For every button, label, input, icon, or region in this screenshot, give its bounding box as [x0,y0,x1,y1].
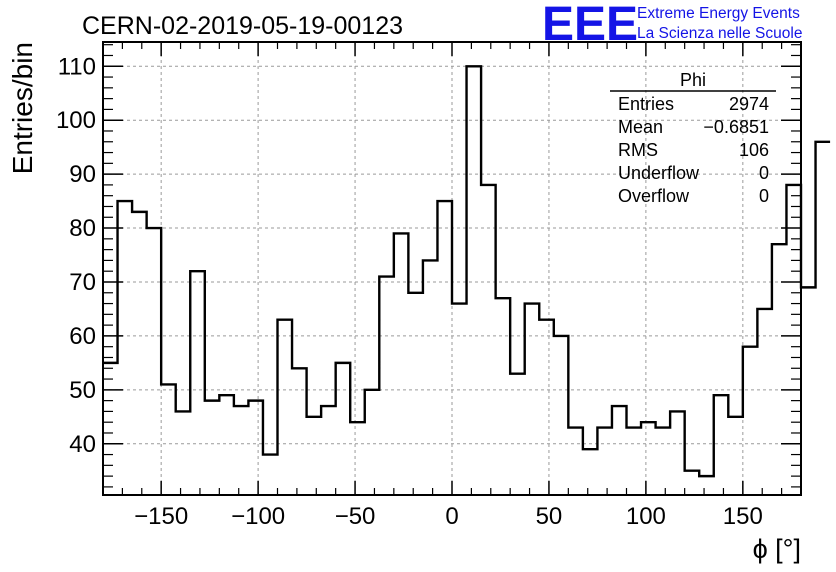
x-tick-label: 50 [536,503,563,530]
histogram-bin [292,368,307,495]
histogram-bin [554,336,569,495]
x-tick-label: −100 [231,503,285,530]
stats-box: Phi Entries 2974 Mean −0.6851 RMS 106 Un… [610,70,776,206]
histogram-bin [728,417,743,495]
histogram-bin [641,422,656,495]
histogram-bin [496,298,511,495]
histogram-bin [132,212,147,495]
y-tick-label: 50 [69,377,96,404]
histogram-bin [336,363,351,495]
histogram-bin [205,401,220,495]
histogram-bin [685,471,700,495]
histogram-bin [801,287,816,495]
histogram-bin [408,293,423,495]
histogram-bin [365,390,380,495]
y-tick-label: 100 [56,107,96,134]
histogram-bin [176,411,191,495]
stats-value-entries: 2974 [729,94,769,114]
histogram-bin [103,363,118,495]
x-tick-label: 150 [723,503,763,530]
histogram-bin [118,201,133,495]
histogram-bin [670,411,685,495]
histogram-bin [539,320,554,495]
stats-value-rms: 106 [739,140,769,160]
stats-label-entries: Entries [618,94,674,114]
histogram-bin [627,428,642,495]
histogram-bin [525,304,540,495]
histogram-bin [467,66,482,495]
histogram-bin [147,228,162,495]
histogram-series [103,65,831,478]
histogram-bin [263,455,278,495]
histogram-bin [423,260,438,495]
histogram-bin [481,185,496,495]
histogram-bin [350,422,365,495]
stats-label-overflow: Overflow [618,186,690,206]
histogram-bin [248,401,263,495]
logo-line-1: Extreme Energy Events [637,5,800,22]
x-tick-label: −150 [134,503,188,530]
histogram-bin [394,233,409,495]
y-axis-title: Entries/bin [7,42,38,174]
y-tick-label: 60 [69,323,96,350]
histogram-bin [597,428,612,495]
histogram-bin [568,428,583,495]
y-tick-label: 80 [69,215,96,242]
stats-value-underflow: 0 [759,163,769,183]
histogram-bin [656,428,671,495]
histogram-bin [786,185,801,495]
histogram-bin [161,384,176,495]
histogram-bin [219,395,234,495]
histogram-bin [437,201,452,495]
histogram-bin [379,277,394,495]
histogram-bin [278,320,293,495]
histogram-bin [699,476,714,495]
logo-line-2: La Scienza nelle Scuole [637,25,802,42]
stats-value-mean: −0.6851 [703,117,769,137]
eee-logo-mark: EEE [542,0,638,51]
histogram-bin [452,304,467,495]
stats-value-overflow: 0 [759,186,769,206]
x-tick-label: 0 [445,503,458,530]
stats-title: Phi [680,70,706,90]
x-axis-title: ϕ [°] [753,534,801,564]
y-tick-label: 70 [69,269,96,296]
stats-label-mean: Mean [618,117,663,137]
histogram-bin [321,406,336,495]
axis-ticks: −150 −100 −50 0 50 100 150 40 50 60 70 80 90 100 110 [56,42,802,530]
histogram-bin [757,309,772,495]
histogram-bin [743,347,758,495]
histogram-bin [612,406,627,495]
y-tick-label: 40 [69,431,96,458]
x-tick-label: −50 [335,503,376,530]
chart-title: CERN-02-2019-05-19-00123 [82,12,403,40]
y-tick-label: 110 [58,53,96,80]
histogram-bin [583,449,598,495]
stats-label-rms: RMS [618,140,658,160]
histogram-bin [307,417,322,495]
histogram-bin [714,395,729,495]
histogram-bin [816,142,831,495]
y-tick-label: 90 [69,161,96,188]
histogram-bin [510,374,525,495]
x-tick-label: 100 [626,503,666,530]
stats-label-underflow: Underflow [618,163,700,183]
histogram-bin [234,406,249,495]
histogram-bin [190,271,205,495]
